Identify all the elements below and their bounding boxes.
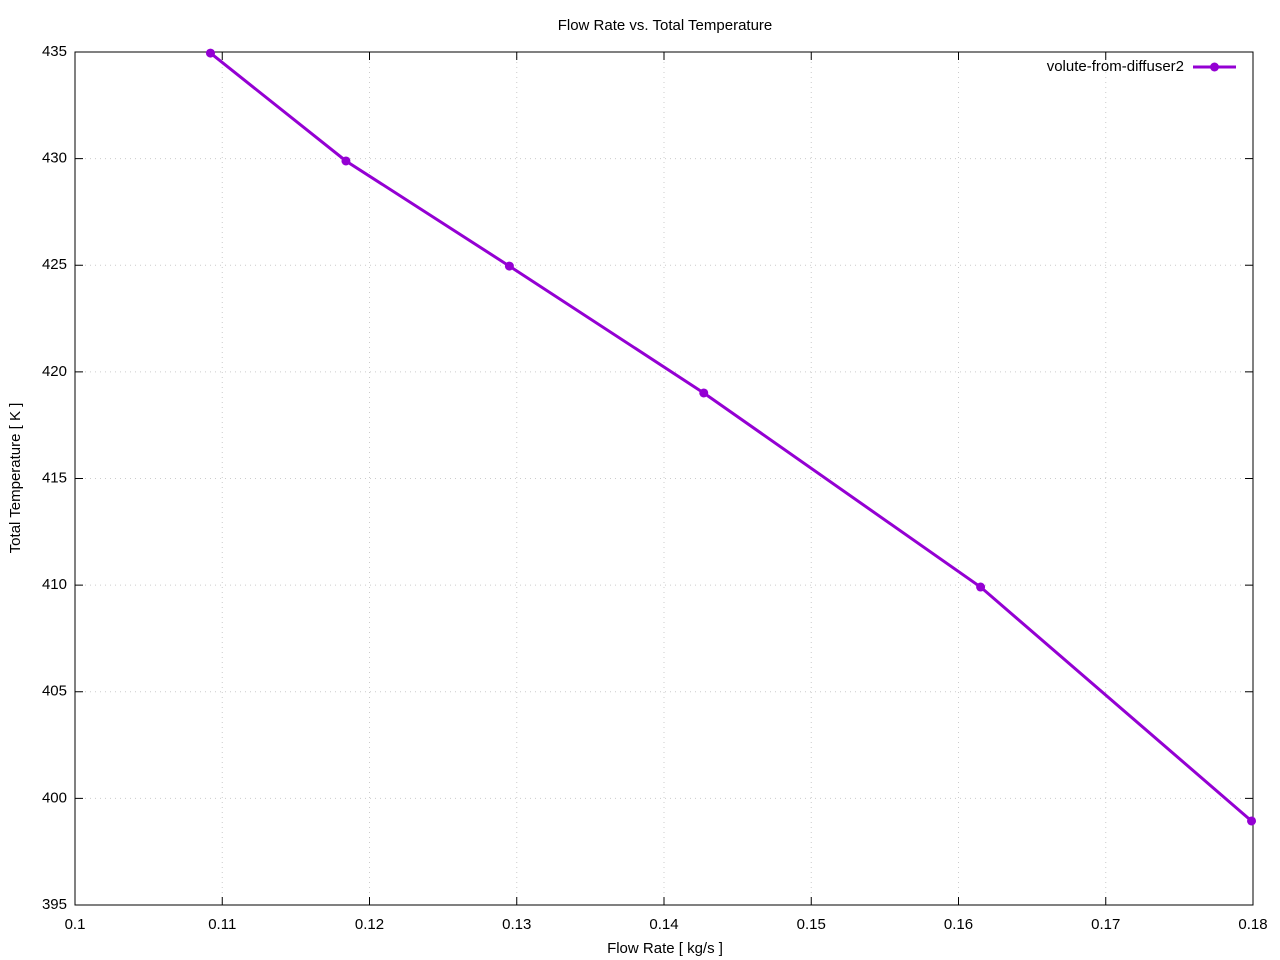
x-tick-label: 0.13 bbox=[502, 916, 531, 933]
y-tick-label: 395 bbox=[42, 896, 67, 913]
y-axis-label: Total Temperature [ K ] bbox=[7, 403, 24, 554]
x-tick-label: 0.1 bbox=[65, 916, 86, 933]
y-tick-label: 405 bbox=[42, 683, 67, 700]
data-point bbox=[1247, 816, 1257, 826]
x-axis-label: Flow Rate [ kg/s ] bbox=[607, 940, 723, 957]
y-tick-label: 435 bbox=[42, 43, 67, 60]
y-tick-label: 410 bbox=[42, 576, 67, 593]
x-tick-label: 0.17 bbox=[1091, 916, 1120, 933]
legend-marker bbox=[1210, 62, 1219, 72]
chart-title: Flow Rate vs. Total Temperature bbox=[558, 17, 773, 34]
x-tick-label: 0.11 bbox=[208, 916, 236, 933]
data-point bbox=[699, 388, 709, 398]
y-tick-label: 415 bbox=[42, 469, 67, 486]
x-tick-label: 0.18 bbox=[1238, 916, 1267, 933]
y-tick-label: 420 bbox=[42, 363, 67, 380]
y-tick-label: 400 bbox=[42, 789, 67, 806]
data-point bbox=[504, 261, 514, 271]
legend-label: volute-from-diffuser2 bbox=[1047, 58, 1184, 75]
series-line bbox=[209, 51, 1253, 823]
data-point bbox=[341, 156, 351, 166]
y-tick-label: 430 bbox=[42, 150, 67, 167]
data-point bbox=[976, 582, 986, 592]
y-tick-label: 425 bbox=[42, 256, 67, 273]
x-tick-label: 0.12 bbox=[355, 916, 384, 933]
x-tick-label: 0.15 bbox=[797, 916, 826, 933]
plot-frame bbox=[74, 51, 1254, 906]
data-point bbox=[205, 48, 215, 58]
x-tick-label: 0.14 bbox=[649, 916, 678, 933]
x-tick-label: 0.16 bbox=[944, 916, 973, 933]
